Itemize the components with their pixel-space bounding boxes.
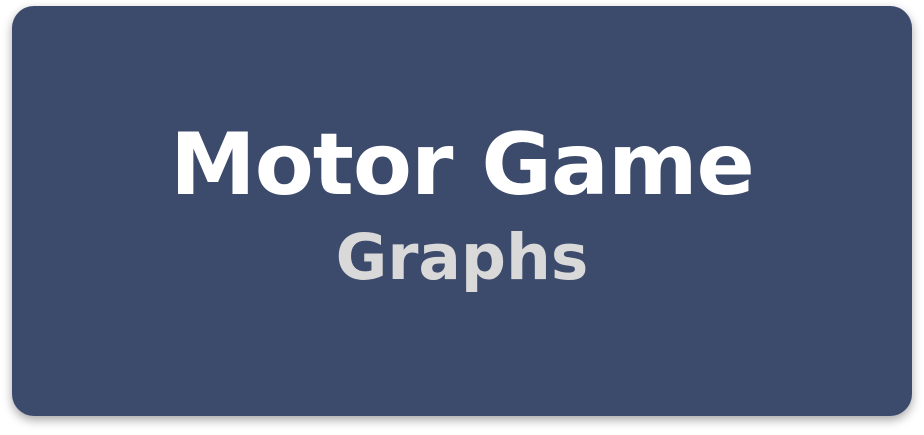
tile-title: Motor Game bbox=[170, 114, 755, 215]
motor-game-graphs-button[interactable]: Motor Game Graphs bbox=[12, 6, 912, 416]
tile-subtitle: Graphs bbox=[335, 220, 589, 294]
